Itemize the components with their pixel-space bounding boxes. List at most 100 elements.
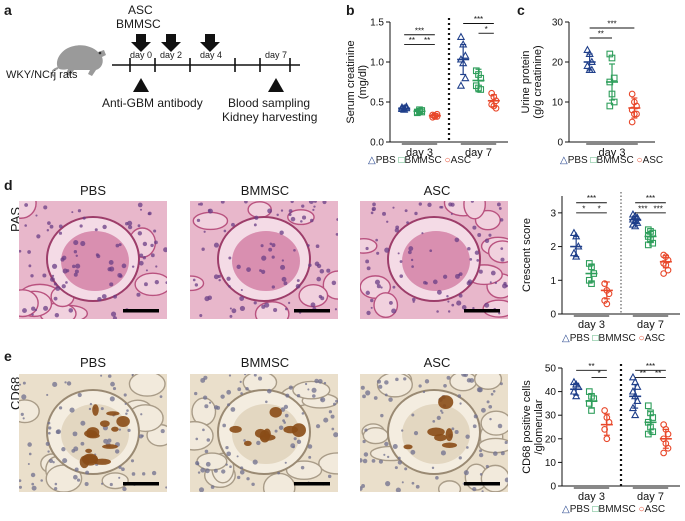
nucleus (295, 283, 301, 289)
y-axis-label: Urine protein (520, 51, 532, 114)
nucleus (403, 377, 407, 381)
nucleus (432, 419, 436, 423)
nucleus (22, 381, 26, 385)
nucleus (251, 482, 255, 487)
nucleus (155, 265, 158, 268)
nucleus (221, 469, 226, 474)
nucleus (122, 486, 127, 492)
nucleus (154, 280, 159, 285)
nucleus (436, 289, 442, 295)
panel-label-b: b (346, 2, 355, 18)
nucleus (380, 413, 384, 418)
nucleus (194, 283, 199, 287)
nucleus (447, 310, 451, 313)
tubule (360, 238, 378, 254)
nucleus (229, 307, 232, 310)
nucleus (48, 458, 54, 463)
nucleus (451, 427, 455, 431)
nucleus (394, 228, 400, 233)
nucleus (228, 285, 231, 288)
nucleus (20, 412, 24, 416)
nucleus (47, 431, 51, 435)
nucleus (290, 216, 296, 222)
nucleus (478, 452, 484, 458)
nucleus (364, 428, 368, 432)
nucleus (226, 276, 231, 281)
nucleus (421, 232, 424, 235)
legend-symbol-asc: ○ (636, 155, 643, 166)
nucleus (326, 268, 331, 273)
nucleus (243, 439, 246, 442)
y-tick-label: 1 (550, 276, 556, 287)
nucleus (82, 216, 86, 220)
category-label: day 3 (578, 319, 605, 331)
tubule (480, 410, 508, 436)
nucleus (100, 374, 103, 377)
significance-label: ** (640, 369, 646, 378)
nucleus (490, 270, 496, 276)
significance-label: ** (409, 36, 415, 45)
nucleus (384, 380, 389, 385)
y-tick-label: 0 (557, 138, 563, 149)
nucleus (450, 202, 455, 207)
y-tick-label: 0.0 (370, 138, 384, 149)
nucleus (362, 439, 366, 444)
nucleus (66, 381, 72, 386)
tubule (292, 380, 331, 400)
panel-label-a: a (4, 2, 12, 18)
category-label: day 7 (465, 147, 492, 159)
significance-label: * (598, 204, 601, 213)
nucleus (412, 297, 416, 302)
cd68-stain (116, 415, 130, 428)
nucleus (113, 294, 118, 299)
timeline-day-7: day 7 (265, 50, 288, 60)
significance-label: ** (655, 369, 661, 378)
data-point (628, 90, 636, 98)
glomerular-tuft (402, 231, 470, 291)
nucleus (50, 277, 55, 282)
nucleus (115, 243, 120, 248)
legend-symbol-bmmsc: □ (592, 333, 599, 344)
nucleus (261, 255, 267, 261)
nucleus (459, 402, 462, 405)
nucleus (206, 438, 211, 442)
nucleus (443, 383, 447, 388)
nucleus (94, 228, 98, 232)
nucleus (392, 285, 396, 289)
nucleus (194, 391, 198, 396)
nucleus (498, 207, 502, 210)
nucleus (313, 201, 317, 203)
data-point (631, 221, 640, 230)
nucleus (73, 474, 78, 480)
antibody-arrowhead (133, 78, 149, 92)
nucleus (201, 247, 205, 251)
y-tick-label: 50 (545, 364, 557, 375)
tubule (473, 374, 503, 390)
nucleus (28, 264, 32, 268)
nucleus (300, 465, 305, 470)
tubule (19, 399, 40, 424)
nucleus (31, 482, 35, 486)
nucleus (245, 386, 249, 391)
nucleus (308, 201, 314, 204)
nucleus (281, 276, 287, 282)
nucleus (150, 253, 155, 258)
nucleus (412, 300, 415, 303)
cd68-stain (259, 434, 276, 441)
panel-label-e: e (4, 348, 12, 364)
nucleus (431, 466, 435, 470)
injection-arrow-day0 (131, 34, 151, 52)
nucleus (302, 215, 307, 220)
nucleus (454, 429, 459, 435)
legend-label-asc: ASC (450, 155, 472, 166)
category-label: day 7 (637, 491, 664, 503)
chart-serum-creatinine: 0.0 0.5 1.0 1.5 Serum creatinine (mg/dl) day 3… (345, 15, 508, 159)
nucleus (27, 463, 30, 466)
nucleus (362, 458, 368, 464)
nucleus (331, 280, 337, 286)
legend-label-pbs: PBS (375, 155, 399, 166)
nucleus (268, 247, 273, 252)
nucleus (43, 305, 49, 311)
nucleus (380, 286, 383, 289)
data-point (461, 73, 470, 82)
